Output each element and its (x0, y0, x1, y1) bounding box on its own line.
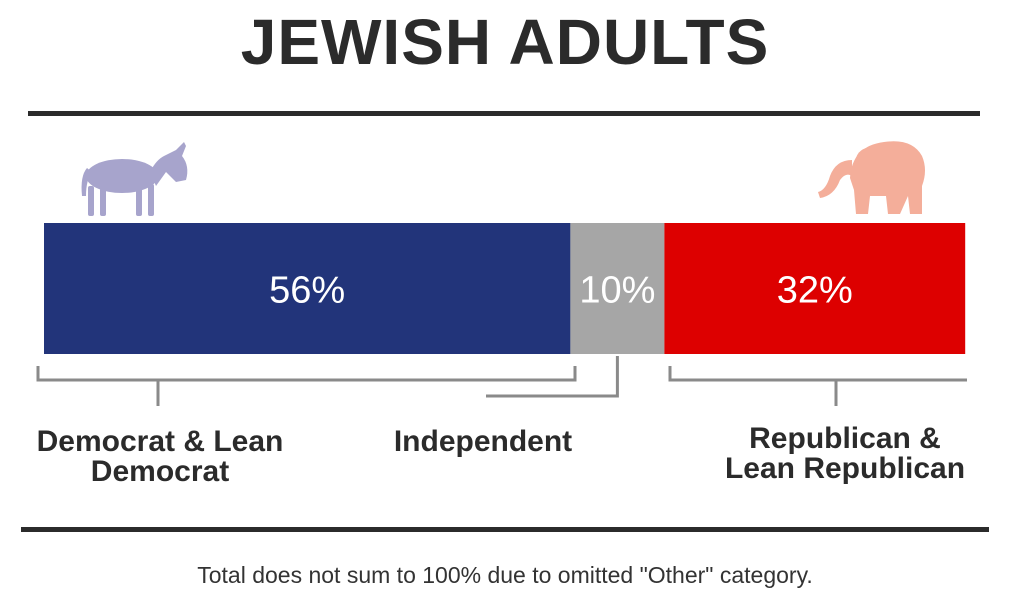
republican-value-label: 32% (777, 270, 853, 312)
independent-category-label: Independent (368, 427, 598, 457)
republican-category-label: Republican & Lean Republican (700, 424, 990, 484)
democrat-value-label: 56% (269, 270, 345, 312)
elephant-icon (818, 141, 925, 214)
republican-bar (664, 223, 966, 354)
republican-label-line-1: Republican & (749, 422, 941, 455)
top-divider (28, 111, 980, 116)
stacked-bar-chart: 56% 10% 32% (36, 141, 967, 406)
donkey-icon (81, 142, 188, 216)
independent-bar (570, 223, 665, 354)
independent-connector (486, 356, 619, 398)
independent-value-label: 10% (579, 270, 655, 312)
democrat-bracket (36, 366, 577, 406)
chart-title: JEWISH ADULTS (240, 6, 770, 78)
democrat-label-line-2: Democrat (90, 455, 230, 488)
bracket-annotations (36, 356, 967, 406)
democrat-label-line-1: Democrat & Lean (36, 425, 284, 458)
republican-bracket (668, 366, 967, 406)
democrat-bar (44, 223, 571, 354)
democrat-category-label: Democrat & Lean Democrat (10, 427, 310, 487)
republican-label-line-2: Lean Republican (724, 452, 966, 485)
bar-series: 56% 10% 32% (44, 223, 966, 354)
footnote: Total does not sum to 100% due to omitte… (197, 562, 813, 588)
independent-label-line-1: Independent (393, 425, 573, 458)
bottom-divider (21, 527, 989, 532)
